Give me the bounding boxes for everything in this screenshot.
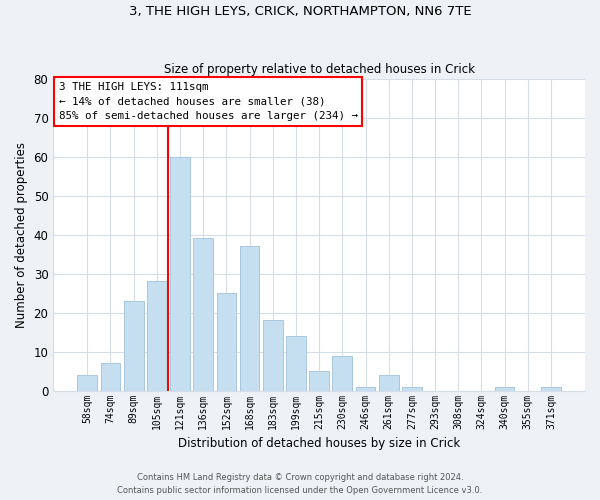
Bar [193,238,213,390]
Bar [286,336,306,390]
Bar [101,364,121,390]
Bar [217,293,236,390]
Bar [147,282,167,391]
Bar [402,386,422,390]
Text: 3 THE HIGH LEYS: 111sqm
← 14% of detached houses are smaller (38)
85% of semi-de: 3 THE HIGH LEYS: 111sqm ← 14% of detache… [59,82,358,122]
X-axis label: Distribution of detached houses by size in Crick: Distribution of detached houses by size … [178,437,460,450]
Bar [332,356,352,390]
Title: Size of property relative to detached houses in Crick: Size of property relative to detached ho… [164,63,475,76]
Bar [263,320,283,390]
Bar [495,386,514,390]
Text: Contains HM Land Registry data © Crown copyright and database right 2024.
Contai: Contains HM Land Registry data © Crown c… [118,474,482,495]
Bar [356,386,376,390]
Bar [170,156,190,390]
Bar [240,246,259,390]
Bar [309,371,329,390]
Text: 3, THE HIGH LEYS, CRICK, NORTHAMPTON, NN6 7TE: 3, THE HIGH LEYS, CRICK, NORTHAMPTON, NN… [128,5,472,18]
Bar [379,375,398,390]
Bar [541,386,561,390]
Bar [124,301,143,390]
Y-axis label: Number of detached properties: Number of detached properties [15,142,28,328]
Bar [77,375,97,390]
